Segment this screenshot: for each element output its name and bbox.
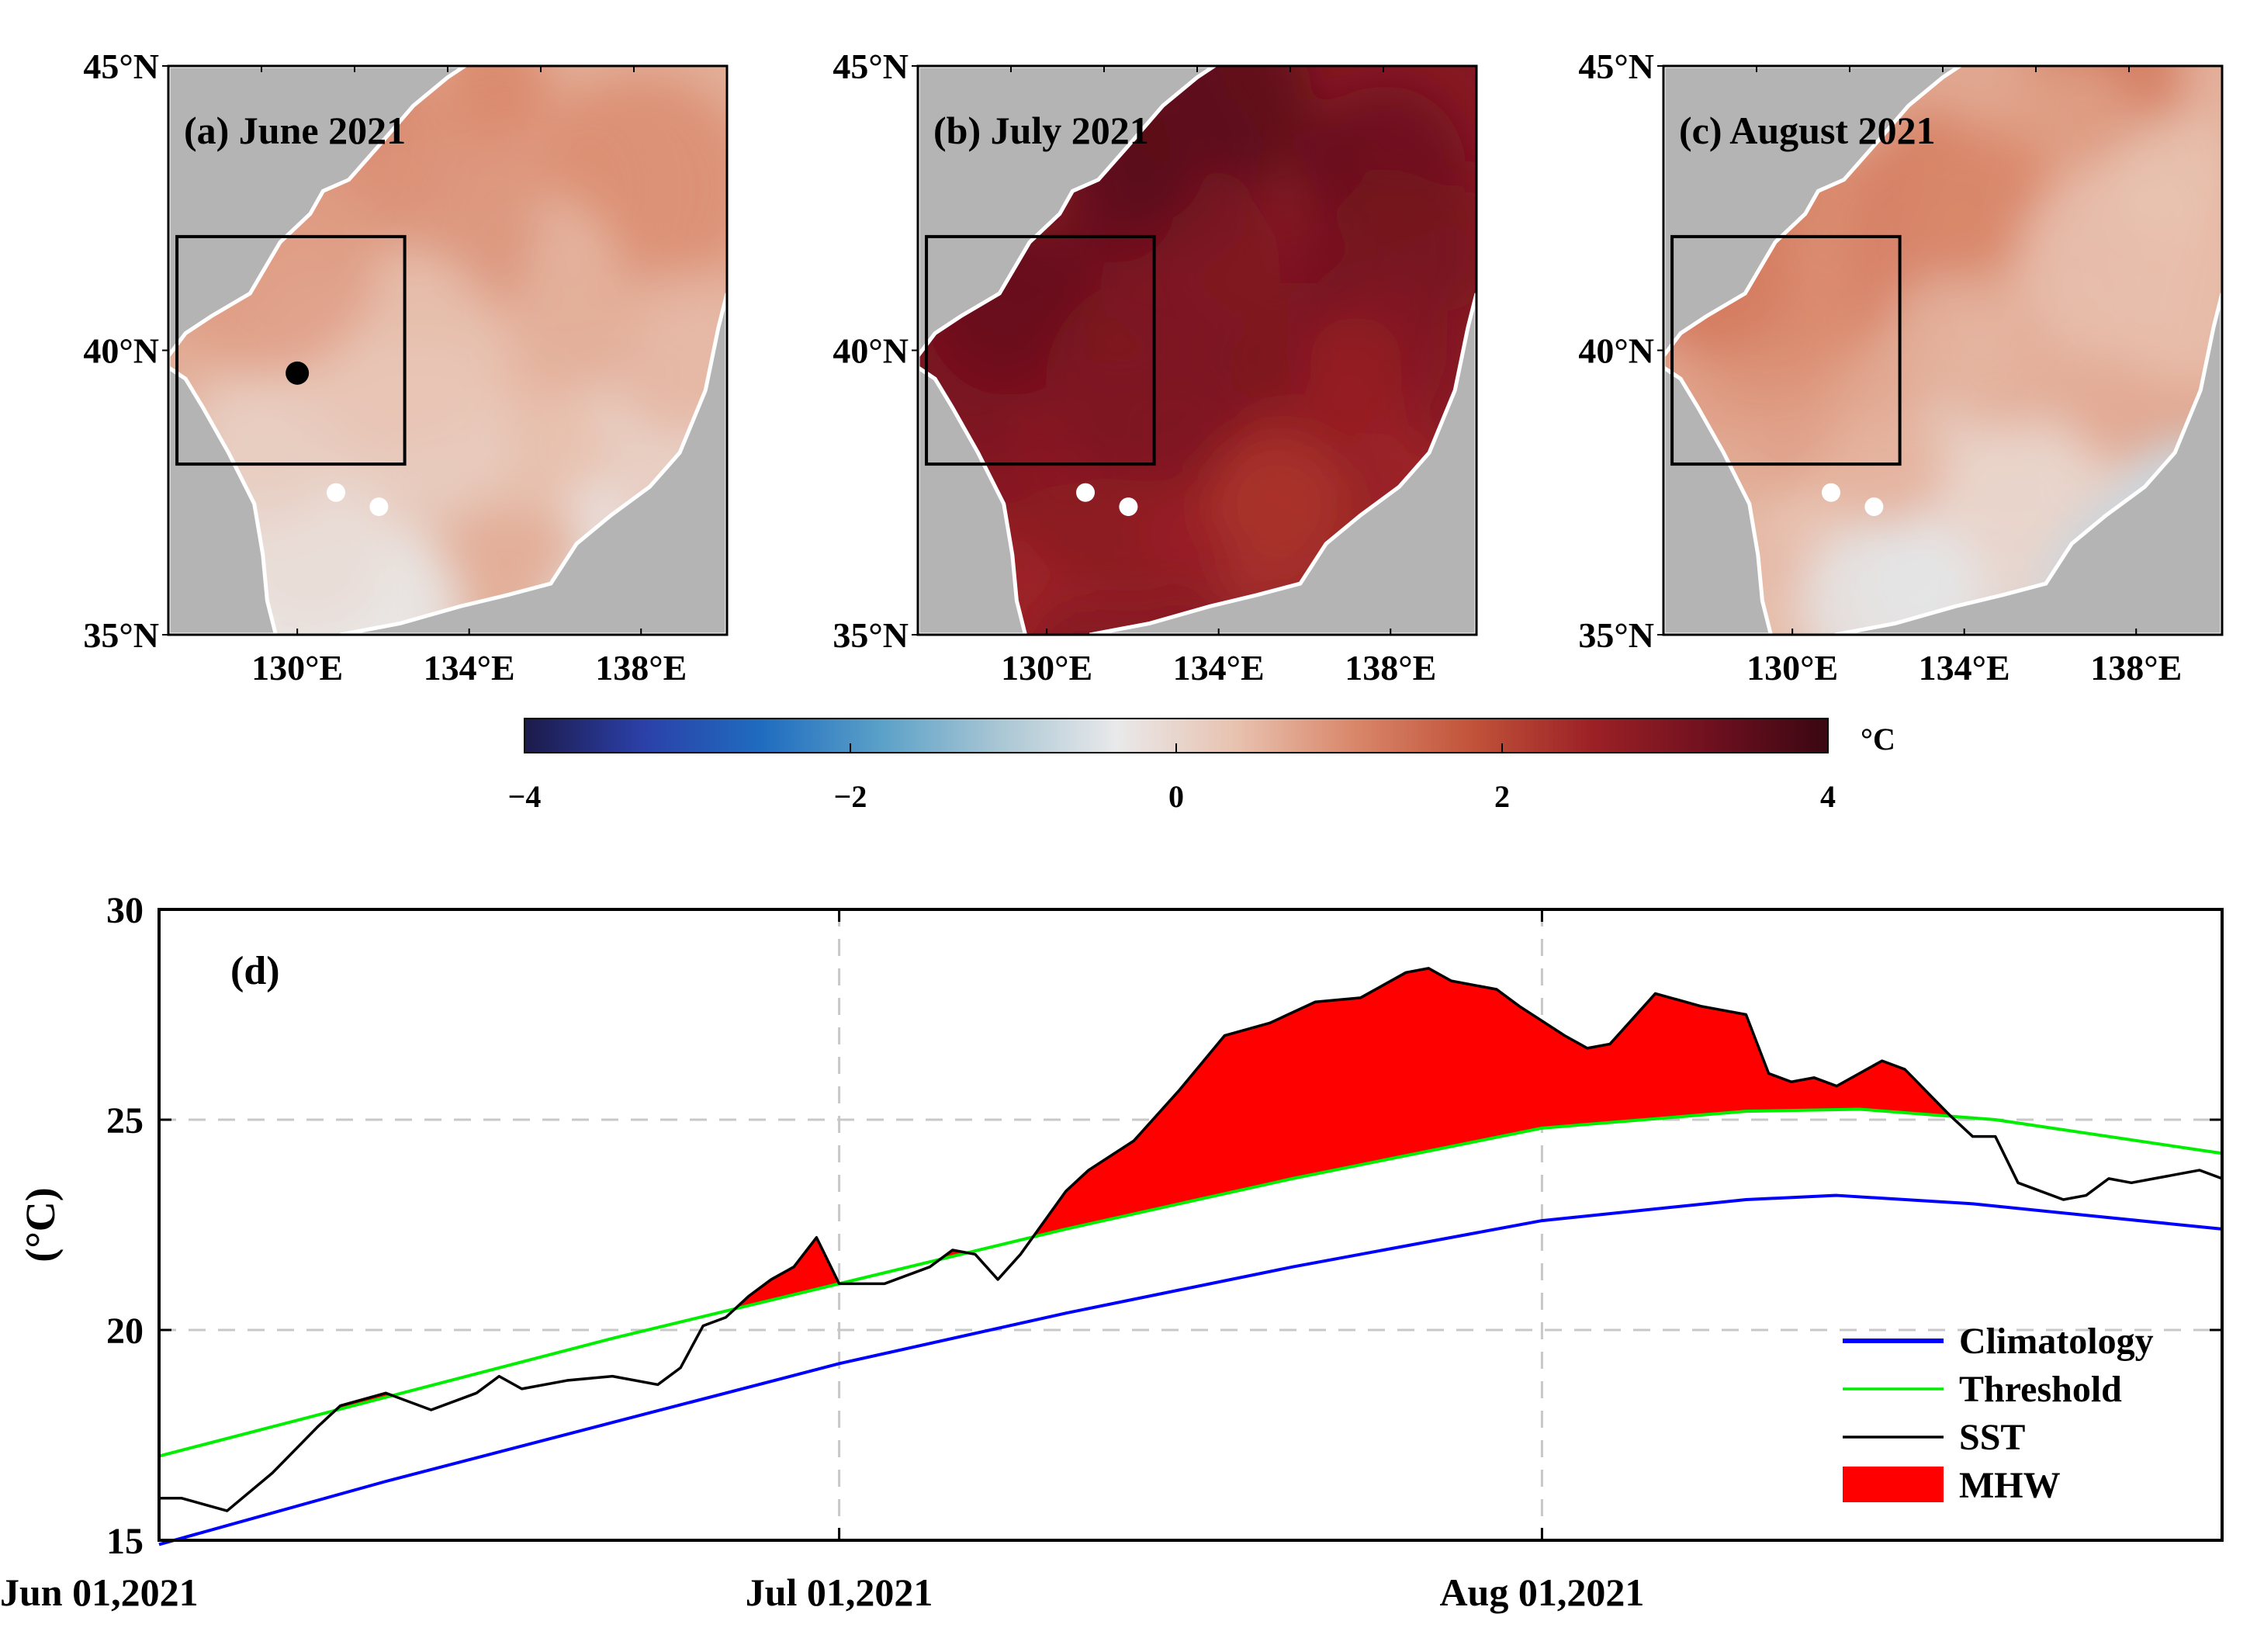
map-lat-label: 45°N [83,47,159,86]
y-tick-label: 15 [106,1521,144,1562]
colorbar-tick-label: 2 [1494,779,1510,814]
legend: Climatology Threshold SST MHW [1843,1321,2154,1506]
map-lon-label: 130°E [1001,648,1092,687]
mhw-fill [1033,968,1951,1237]
map-title: (c) August 2021 [1679,109,1936,152]
mhw-fill [737,1237,837,1309]
map-lon-label: 138°E [1345,648,1436,687]
x-tick-label: Jun 01,2021 [0,1571,199,1614]
study-area-box [925,234,1156,466]
map-title: (b) July 2021 [933,109,1149,152]
map-lon-label: 130°E [1746,648,1838,687]
island [1076,483,1095,502]
study-area-box [175,234,407,466]
plot-frame [158,908,2224,1542]
legend-label: Climatology [1959,1321,2154,1362]
legend-label: Threshold [1959,1369,2122,1410]
legend-label: MHW [1959,1465,2061,1506]
map-panel-august: (c) August 2021 45°N 40°N 35°N 130°E 134°E 138… [1578,47,2224,687]
map-lat-label: 40°N [1578,331,1654,371]
colorbar-tick-label: −4 [508,779,542,814]
island [1119,497,1138,517]
map-lat-label: 35°N [83,615,159,655]
map-lon-label: 130°E [251,648,343,687]
island [327,483,345,502]
map-lat-label: 40°N [83,331,159,371]
legend-label: SST [1959,1417,2025,1458]
y-tick-label: 30 [106,890,144,931]
colorbar-unit: °C [1861,722,1895,757]
study-area-box [1670,234,1902,466]
map-lon-label: 138°E [595,648,687,687]
map-panel-july: (b) July 2021 45°N 40°N 35°N 130°E 134°E 138°E [833,47,1478,687]
climatology-line [158,1193,2223,1546]
y-tick-label: 20 [106,1311,144,1352]
panel-label-d: (d) [230,949,280,993]
colorbar-tick-label: 0 [1168,779,1184,814]
map-lat-label: 35°N [833,615,909,655]
map-lat-label: 40°N [833,331,909,371]
island [1822,483,1840,502]
map-lat-label: 45°N [1578,47,1654,86]
land [1663,66,2222,635]
map-lon-label: 134°E [1173,648,1265,687]
map-title: (a) June 2021 [184,109,406,152]
map-lon-label: 134°E [1919,648,2010,687]
colorbar-tick-label: −2 [834,779,867,814]
y-axis-label: (°C) [17,1187,64,1262]
timeseries-panel: 15 20 25 30 Jun 01,2021 Jul 01,2021 Aug 01,202… [0,890,2224,1614]
sst-line [159,967,2223,1512]
y-tick-label: 25 [106,1100,144,1141]
colorbar-tick-label: 4 [1820,779,1836,814]
station-marker [286,361,310,385]
map-lon-label: 138°E [2090,648,2182,687]
island [1864,497,1884,517]
x-tick-label: Aug 01,2021 [1439,1571,1644,1614]
map-lon-label: 134°E [424,648,515,687]
island [369,497,389,517]
threshold-line [158,1107,2223,1458]
map-lat-label: 35°N [1578,615,1654,655]
map-panel-june: (a) June 2021 45°N 40°N 35°N 130°E 134°E 138°E [83,47,729,687]
x-tick-label: Jul 01,2021 [746,1571,933,1614]
legend-swatch-mhw [1843,1467,1944,1502]
land [168,66,727,635]
map-lat-label: 45°N [833,47,909,86]
colorbar: −4 −2 0 2 4 °C [508,718,1895,814]
